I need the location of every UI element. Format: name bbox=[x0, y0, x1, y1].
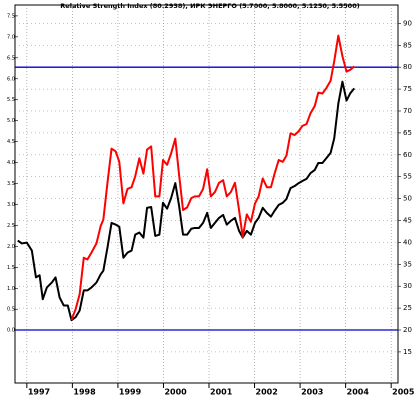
y-tick-label: 5.0 bbox=[7, 118, 15, 124]
y-tick-label: 6.5 bbox=[7, 55, 15, 61]
chart-title: Relative Strength Index (80.2938), ИРК Э… bbox=[60, 2, 359, 10]
y2-tick-label: 45 bbox=[403, 216, 412, 224]
y-tick-label: 3.0 bbox=[7, 202, 15, 208]
y-tick-label: 1.0 bbox=[7, 286, 15, 292]
y-tick-label: 6.0 bbox=[7, 76, 15, 82]
y2-tick-label: 35 bbox=[403, 260, 412, 268]
y2-tick-label: 75 bbox=[403, 85, 412, 93]
series-line bbox=[70, 34, 355, 321]
y2-tick-label: 70 bbox=[403, 107, 412, 115]
series-line bbox=[17, 80, 356, 322]
x-tick-label: 2003 bbox=[301, 388, 323, 397]
y-tick-label: 0.5 bbox=[7, 307, 15, 313]
y2-tick-label: 40 bbox=[403, 238, 412, 246]
y-tick-label: 0.0 bbox=[7, 328, 15, 334]
y-tick-label: 4.0 bbox=[7, 160, 15, 166]
plot-frame bbox=[14, 4, 399, 384]
y-tick-label: 7.0 bbox=[7, 34, 15, 40]
y2-tick-label: 15 bbox=[403, 348, 412, 356]
x-tick-label: 1999 bbox=[119, 388, 142, 397]
x-tick-label: 1997 bbox=[28, 388, 50, 397]
y2-tick-label: 85 bbox=[403, 41, 412, 49]
y-tick-label: 5.5 bbox=[7, 97, 15, 103]
y2-tick-label: 80 bbox=[403, 63, 412, 71]
y-tick-label: 3.5 bbox=[7, 181, 15, 187]
y2-tick-label: 25 bbox=[403, 304, 412, 312]
y-tick-label: 7.5 bbox=[7, 13, 15, 19]
y-tick-label: 2.0 bbox=[7, 244, 15, 250]
x-tick-label: 2005 bbox=[392, 388, 415, 397]
y2-tick-label: 65 bbox=[403, 129, 412, 137]
x-tick-label: 2002 bbox=[256, 388, 278, 397]
x-tick-label: 2004 bbox=[347, 388, 370, 397]
y-tick-label: 1.5 bbox=[7, 265, 15, 271]
y2-tick-label: 90 bbox=[403, 19, 412, 27]
y-tick-label: 4.5 bbox=[7, 139, 15, 145]
y2-tick-label: 30 bbox=[403, 282, 412, 290]
x-tick-label: 1998 bbox=[73, 388, 96, 397]
y2-tick-label: 50 bbox=[403, 195, 412, 203]
y-tick-label: 2.5 bbox=[7, 223, 15, 229]
y2-tick-label: 55 bbox=[403, 173, 412, 181]
y2-tick-label: 60 bbox=[403, 151, 412, 159]
x-tick-label: 2000 bbox=[164, 388, 187, 397]
x-tick-label: 2001 bbox=[210, 388, 233, 397]
y2-tick-label: 20 bbox=[403, 326, 412, 334]
